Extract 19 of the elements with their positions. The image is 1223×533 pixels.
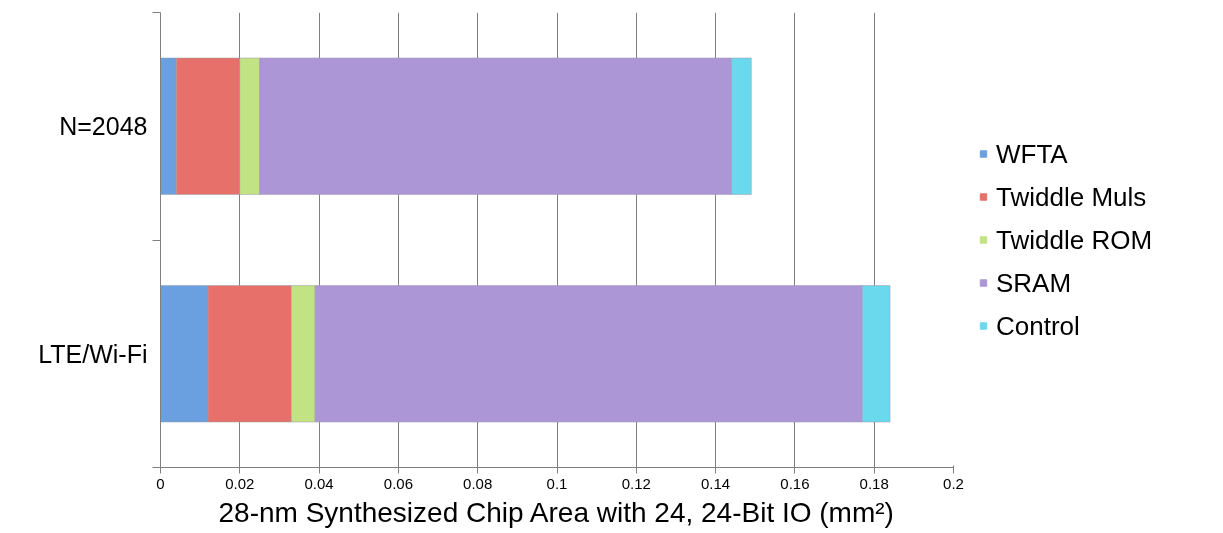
- legend-label: Control: [996, 310, 1080, 341]
- x-tick-label: 0.18: [859, 474, 889, 492]
- x-tick-label: 0.08: [463, 474, 493, 492]
- y-tick-label: N=2048: [59, 112, 148, 141]
- legend-label: Twiddle ROM: [996, 224, 1153, 255]
- legend-label: WFTA: [996, 138, 1068, 169]
- x-axis-title: 28-nm Synthesized Chip Area with 24, 24-Bit IO (mm²): [218, 496, 894, 528]
- x-tick-label: 0.02: [225, 474, 255, 492]
- x-tick-label: 0.06: [383, 474, 414, 492]
- x-tick-label: 0.2: [943, 474, 964, 492]
- x-tick-label: 0.04: [304, 474, 334, 492]
- x-tick-label: 0.12: [621, 474, 651, 492]
- y-tick-label: LTE/Wi-Fi: [38, 339, 148, 368]
- x-tick-label: 0.1: [546, 474, 568, 492]
- x-tick-label: 0.16: [780, 474, 810, 492]
- legend-label: Twiddle Muls: [996, 181, 1147, 212]
- legend-label: SRAM: [996, 267, 1072, 298]
- x-tick-label: 0: [156, 474, 165, 492]
- x-tick-label: 0.14: [701, 474, 731, 492]
